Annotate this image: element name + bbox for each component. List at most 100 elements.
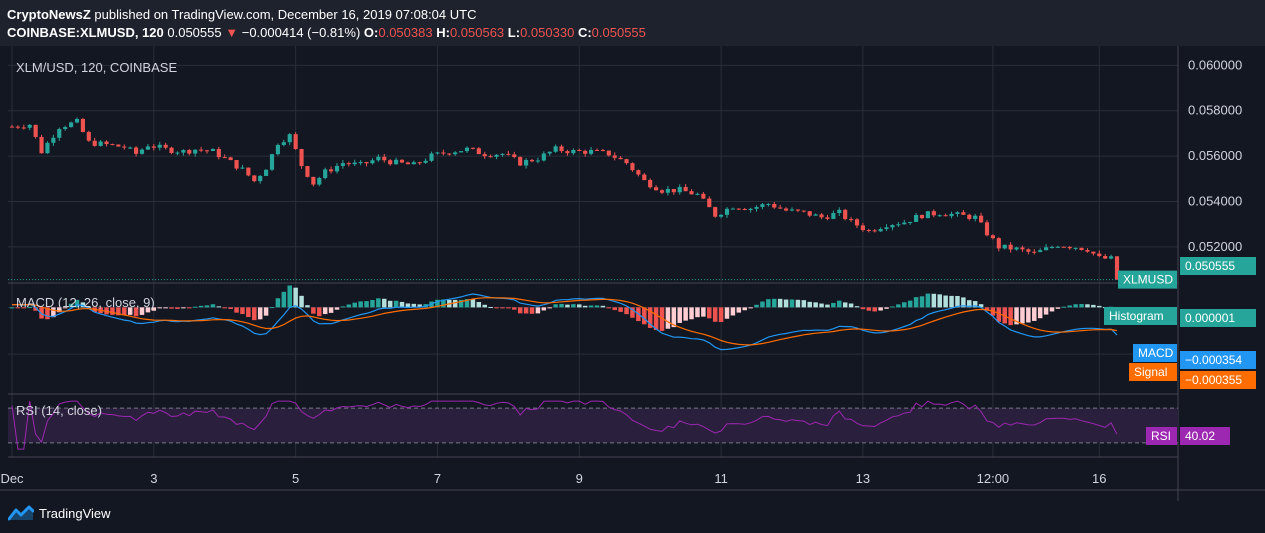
macd-histogram-bar	[618, 307, 623, 312]
candle-body	[370, 160, 375, 164]
macd-histogram-bar	[328, 307, 334, 313]
macd-histogram-bar	[1085, 304, 1090, 308]
price-chart[interactable]: XLM/USD, 120, COINBASE 0.060000 0.058000 0.…	[0, 46, 1265, 501]
macd-histogram-bar	[582, 305, 588, 308]
candle-body	[571, 150, 576, 154]
macd-histogram-bar	[281, 291, 287, 308]
candle-body	[724, 208, 730, 215]
macd-histogram-bar	[612, 307, 617, 311]
candle-body	[80, 118, 85, 132]
macd-histogram-bar	[45, 307, 50, 320]
candle-body	[435, 152, 440, 154]
macd-histogram-bar	[110, 307, 115, 315]
macd-histogram-bar	[571, 304, 576, 308]
macd-histogram-bar	[482, 304, 487, 308]
macd-histogram-bar	[825, 304, 830, 308]
candle-body	[417, 162, 422, 164]
macd-histogram-bar	[984, 307, 990, 311]
candle-body	[334, 165, 340, 172]
macd-histogram-bar	[68, 303, 74, 308]
candle-body	[145, 146, 150, 150]
macd-histogram-bar	[163, 307, 168, 309]
macd-histogram-bar	[1049, 307, 1055, 312]
candle-body	[1061, 246, 1066, 248]
candle-body	[39, 136, 44, 154]
last-price-badge: 0.050555	[1185, 259, 1235, 273]
candle-body	[813, 214, 818, 216]
macd-histogram-bar	[831, 302, 836, 308]
macd-histogram-bar	[252, 307, 257, 321]
candle-body	[583, 150, 588, 154]
macd-histogram-bar	[393, 300, 399, 308]
candle-body	[919, 215, 925, 219]
candle-body	[600, 149, 605, 151]
macd-histogram-bar	[317, 307, 322, 317]
macd-histogram-bar	[322, 307, 328, 315]
footer-brand[interactable]: TradingView	[39, 505, 111, 521]
macd-histogram-bar	[866, 307, 872, 311]
macd-histogram-bar	[695, 307, 700, 318]
candle-body	[1026, 249, 1031, 252]
macd-histogram-bar	[1061, 306, 1067, 308]
candle-body	[252, 175, 257, 182]
price-change: −0.000414 (−0.81%)	[241, 25, 361, 40]
candle-body	[134, 147, 139, 154]
macd-histogram-bar	[133, 307, 139, 317]
candle-body	[199, 149, 204, 151]
price-pane-title: XLM/USD, 120, COINBASE	[16, 60, 177, 75]
candle-body	[1020, 247, 1025, 250]
macd-histogram-bar	[33, 307, 38, 311]
candle-body	[701, 193, 706, 199]
candle-body	[1055, 246, 1060, 248]
candle-body	[275, 144, 280, 155]
time-axis-label: Dec	[0, 471, 24, 486]
candle-body	[760, 204, 765, 208]
macd-histogram-bar	[955, 295, 960, 308]
macd-histogram-bar	[39, 307, 44, 319]
macd-histogram-bar	[683, 307, 688, 321]
candle-body	[399, 159, 405, 163]
candle-body	[955, 212, 960, 214]
candle-body	[967, 214, 972, 219]
candle-body	[51, 137, 56, 143]
macd-histogram-bar	[807, 301, 812, 308]
candle-body	[15, 126, 20, 128]
macd-histogram-bar	[624, 307, 629, 315]
candle-body	[423, 160, 428, 163]
candle-body	[193, 149, 198, 154]
macd-histogram-bar	[293, 287, 298, 308]
candle-body	[866, 230, 871, 232]
candle-body	[246, 167, 251, 176]
candle-body	[69, 122, 74, 128]
candle-body	[665, 189, 670, 193]
macd-histogram-bar	[57, 307, 62, 313]
candle-body	[612, 155, 617, 158]
candle-body	[482, 154, 487, 157]
candle-body	[648, 180, 653, 188]
macd-histogram-bar	[216, 306, 222, 308]
macd-histogram-bar	[854, 306, 860, 308]
footer: TradingView	[8, 503, 111, 523]
author-name[interactable]: CryptoNewsZ	[7, 7, 91, 22]
symbol-interval[interactable]: COINBASE:XLMUSD, 120	[7, 25, 164, 40]
candle-body	[157, 144, 162, 148]
macd-histogram-bar	[441, 299, 446, 308]
macd-histogram-bar	[352, 302, 357, 308]
macd-histogram-bar	[512, 307, 517, 310]
macd-value-badge: −0.000354	[1185, 353, 1242, 367]
candle-body	[453, 152, 458, 155]
macd-histogram-bar	[647, 307, 653, 328]
rsi-label-badge: RSI	[1151, 429, 1171, 443]
candle-body	[961, 212, 966, 215]
macd-histogram-bar	[837, 300, 842, 308]
macd-histogram-bar	[9, 307, 15, 309]
macd-histogram-bar	[902, 302, 907, 308]
candle-body	[45, 142, 50, 154]
macd-histogram-bar	[907, 300, 913, 308]
macd-histogram-bar	[772, 298, 777, 308]
macd-histogram-bar	[157, 307, 162, 309]
macd-histogram-bar	[198, 305, 204, 308]
macd-histogram-bar	[305, 305, 310, 308]
macd-histogram-bar	[766, 299, 771, 308]
candle-body	[258, 175, 263, 182]
